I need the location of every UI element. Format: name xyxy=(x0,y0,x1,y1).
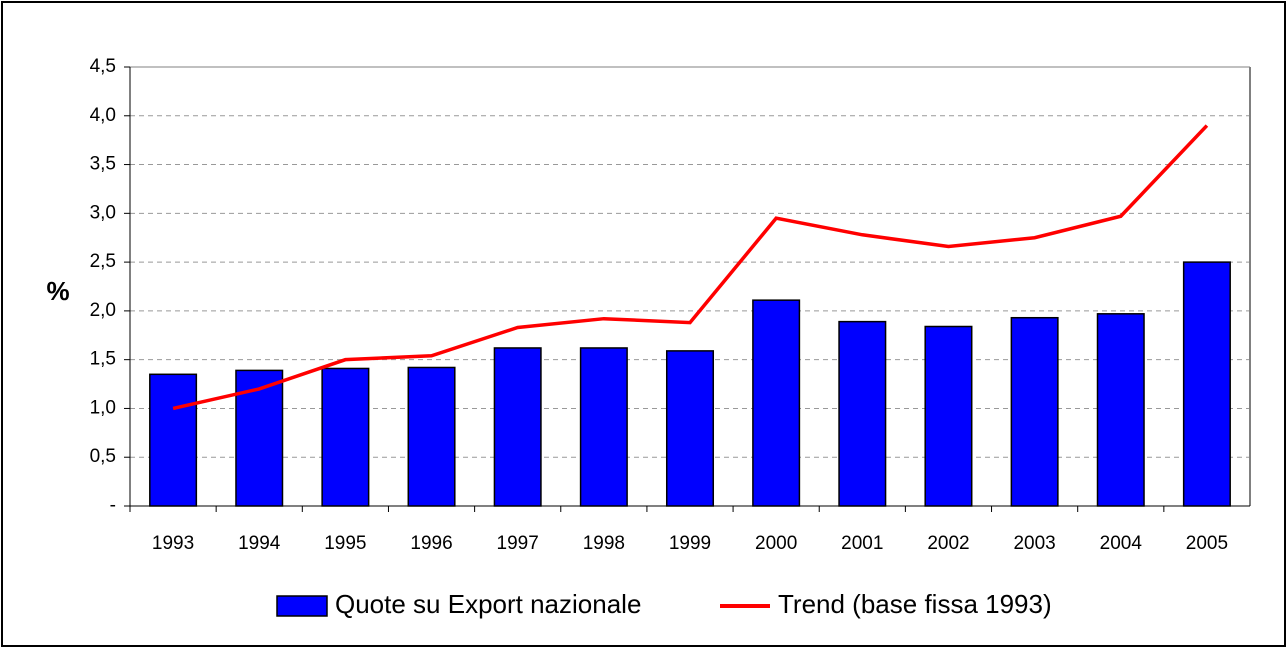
legend-label: Trend (base fissa 1993) xyxy=(778,589,1052,619)
x-tick-label: 2002 xyxy=(927,533,969,554)
legend-swatch xyxy=(276,595,328,617)
bar xyxy=(321,367,370,507)
y-tick-label: 3,0 xyxy=(90,202,116,223)
x-tick-label: 2004 xyxy=(1100,533,1143,554)
y-tick-label: 1,5 xyxy=(90,349,116,370)
x-tick-label: 1995 xyxy=(324,533,366,554)
x-tick-label: 1999 xyxy=(669,533,711,554)
x-tick-label: 1993 xyxy=(152,533,194,554)
bar xyxy=(149,373,198,507)
bar xyxy=(665,350,715,507)
y-tick-label: 2,0 xyxy=(90,300,116,321)
x-tick-label: 2005 xyxy=(1186,533,1228,554)
y-tick-label: - xyxy=(110,495,116,516)
y-tick-label: 4,0 xyxy=(90,105,116,126)
y-tick-label: 0,5 xyxy=(90,446,116,467)
x-tick-label: 1996 xyxy=(410,533,452,554)
y-tick-label: 2,5 xyxy=(90,251,116,272)
y-tick-label: 3,5 xyxy=(90,154,116,175)
bar xyxy=(235,369,284,507)
bar xyxy=(752,299,801,507)
bar xyxy=(579,347,628,507)
x-tick-label: 2001 xyxy=(841,533,883,554)
x-tick-label: 1998 xyxy=(583,533,625,554)
trend-line xyxy=(172,124,1209,411)
legend-label: Quote su Export nazionale xyxy=(335,589,641,619)
y-tick-label: 4,5 xyxy=(90,56,116,77)
bar xyxy=(1010,316,1059,507)
bar xyxy=(1096,313,1145,507)
x-tick-label: 1997 xyxy=(497,533,539,554)
bar xyxy=(493,347,542,507)
x-tick-label: 2003 xyxy=(1013,533,1055,554)
bar xyxy=(924,325,973,507)
y-axis-label: % xyxy=(46,276,69,306)
bar xyxy=(838,320,887,507)
x-tick-label: 2000 xyxy=(755,533,797,554)
bar xyxy=(407,366,456,507)
bar xyxy=(1182,261,1231,507)
x-tick-label: 1994 xyxy=(238,533,281,554)
y-tick-label: 1,0 xyxy=(90,397,116,418)
